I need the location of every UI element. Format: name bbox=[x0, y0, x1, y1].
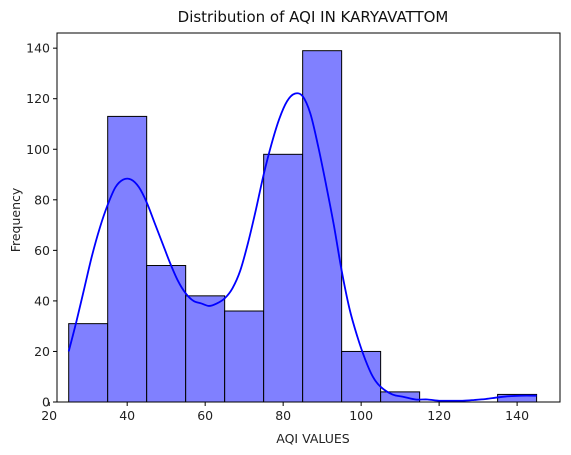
histogram-bar bbox=[68, 323, 109, 403]
histogram-bar bbox=[341, 350, 382, 403]
y-tick-label: 20 bbox=[34, 344, 50, 359]
histogram-bar bbox=[185, 295, 226, 403]
plot-frame bbox=[56, 32, 561, 403]
y-axis-title: Frequency bbox=[8, 187, 23, 252]
histogram-bar bbox=[224, 310, 265, 403]
histogram-bars bbox=[68, 50, 538, 403]
x-tick-label: 40 bbox=[119, 408, 135, 423]
y-tick-label: 60 bbox=[34, 243, 50, 258]
x-axis-ticks: 20 40 60 80 100 120 140 bbox=[41, 402, 529, 423]
y-axis-ticks: 0 20 40 60 80 100 120 140 bbox=[26, 41, 57, 410]
x-tick-label: 60 bbox=[197, 408, 213, 423]
y-tick-label: 80 bbox=[34, 192, 50, 207]
histogram-bar bbox=[107, 115, 148, 403]
y-tick-label: 0 bbox=[42, 395, 50, 410]
histogram-bar bbox=[302, 50, 343, 403]
histogram-bar bbox=[263, 153, 304, 403]
x-axis-title: AQI VALUES bbox=[276, 431, 350, 446]
chart-title: Distribution of AQI IN KARYAVATTOM bbox=[178, 8, 449, 26]
y-tick-label: 120 bbox=[26, 91, 50, 106]
y-tick-label: 140 bbox=[26, 41, 50, 56]
x-tick-label: 20 bbox=[41, 408, 57, 423]
kde-curve bbox=[67, 92, 537, 402]
y-tick-label: 100 bbox=[26, 142, 50, 157]
x-tick-label: 100 bbox=[349, 408, 373, 423]
y-tick-label: 40 bbox=[34, 293, 50, 308]
x-tick-label: 140 bbox=[505, 408, 529, 423]
x-tick-label: 120 bbox=[427, 408, 451, 423]
histogram-bar bbox=[146, 265, 187, 403]
x-tick-label: 80 bbox=[275, 408, 291, 423]
